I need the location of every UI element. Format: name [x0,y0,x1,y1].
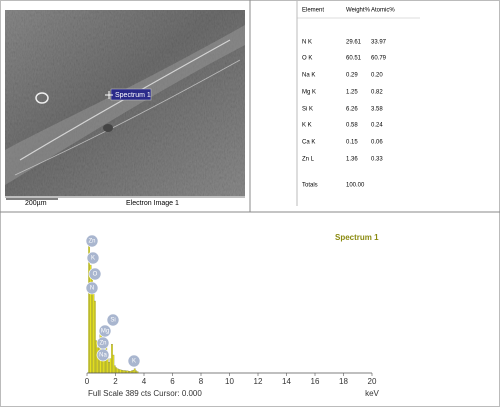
x-tick-label: 0 [85,377,90,386]
peak-label: Na [99,353,107,359]
sem-streak [19,39,231,161]
table-cell: 60.51 [346,56,362,62]
x-tick-label: 18 [339,377,348,386]
x-axis-label: keV [365,389,379,398]
sem-particle [35,92,49,104]
x-tick-label: 4 [142,377,147,386]
spectrum-label: Spectrum 1 [115,92,151,99]
x-tick-label: 10 [225,377,234,386]
spectrum-bar [92,286,95,374]
table-cell: O K [302,56,312,62]
table-cell: 1.36 [346,157,358,163]
table-cell: Na K [302,73,315,79]
spectrum-bar [95,340,98,374]
peak-label: Si [110,318,115,324]
peak-marker [106,313,120,327]
table-cell: Zn L [302,157,315,163]
table-cell: Totals [302,183,318,189]
spectrum-bar [112,354,115,374]
spectrum-bar [111,344,113,374]
table-cell: 0.24 [371,123,383,129]
peak-label: Mg [101,329,109,335]
x-tick-label: 6 [170,377,175,386]
footer: Full Scale 389 cts Cursor: 0.000 [88,389,202,398]
table-cell: K K [302,123,312,129]
peak-label: O [93,272,98,278]
spectrum-bar [89,264,92,374]
table-cell: Mg K [302,90,316,96]
peak-marker [96,348,110,362]
table-cell: 0.06 [371,140,383,146]
table-cell: 0.15 [346,140,358,146]
table-cell: 6.26 [346,107,358,113]
table-cell: 1.25 [346,90,358,96]
table-cell: 0.20 [371,73,383,79]
spectrum-bar [119,369,122,374]
table-cell: 100.00 [346,183,365,189]
peak-marker [85,281,99,295]
x-tick-label: 16 [311,377,320,386]
x-tick-label: 2 [113,377,118,386]
table-cell: Ca K [302,140,315,146]
spectrum-bar [106,358,109,374]
peak-marker [98,324,112,338]
peak-marker [127,354,141,368]
peak-label: Zn [88,239,95,245]
table-header: Weight% [346,8,371,14]
table-header: Atomic% [371,8,395,14]
sem-streak [14,59,241,176]
spectrum-bar [115,367,118,374]
x-tick-label: 12 [254,377,263,386]
table-cell: 0.29 [346,73,358,79]
spectrum-chart: 0 2 4 6 8 10 12 14 16 18 20 keV Full Scale 389 cts C… [85,233,380,398]
x-tick-label: 20 [368,377,377,386]
peak-label: K [132,359,136,365]
table-cell: 60.79 [371,56,387,62]
table-cell: Si K [302,107,313,113]
spectrum-bar [116,368,119,374]
peak-label: Zn [99,341,106,347]
spectrum-bar [121,369,123,374]
table-cell: 33.97 [371,40,387,46]
legend-entry: Spectrum 1 [335,233,379,242]
spectrum-bar [118,369,120,374]
table-cell: N K [302,40,312,46]
scale-bar-label: 200µm [25,200,47,207]
spectrum-bar [133,368,136,374]
x-tick-label: 8 [199,377,204,386]
table-header: Element [302,8,324,14]
image-caption: Electron Image 1 [126,200,179,207]
spectrum-bar [108,362,110,374]
peak-label: K [91,256,95,262]
peak-label: N [90,286,94,292]
spectrum-bar [93,300,96,374]
peak-marker [86,251,100,265]
spectrum-bar [109,358,112,374]
table: Element Weight% Atomic% N K 29.61 33.97 O K 60.… [302,8,395,189]
sem-particle [103,124,113,132]
table-cell: 29.61 [346,40,362,46]
table-cell: 0.82 [371,90,383,96]
table-cell: 0.33 [371,157,383,163]
sem-image: Spectrum 1 [5,10,245,196]
table-cell: 3.58 [371,107,383,113]
table-cell: 0.58 [346,123,358,129]
spectrum-bar [132,369,135,374]
peak-marker [88,267,102,281]
spectrum-bar [113,365,116,374]
peak-marker [85,234,99,248]
x-tick-label: 14 [282,377,291,386]
